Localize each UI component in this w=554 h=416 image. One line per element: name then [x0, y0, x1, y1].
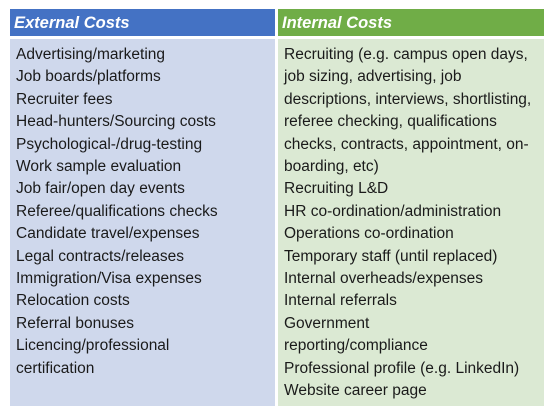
- header-gap: [278, 36, 544, 39]
- list-item: Recruiter fees: [16, 90, 113, 108]
- internal-costs-list: Recruiting (e.g. campus open days, job s…: [278, 39, 544, 406]
- list-item: Candidate travel/expenses: [16, 225, 200, 243]
- list-item: Licencing/professional certification: [16, 337, 170, 377]
- list-item: Immigration/Visa expenses: [16, 270, 202, 288]
- list-item: Website career page: [284, 382, 427, 400]
- list-item: Recruiting (e.g. campus open days, job s…: [284, 46, 532, 176]
- list-item: Legal contracts/releases: [16, 247, 185, 265]
- list-item: Psychological-/drug-testing: [16, 135, 203, 153]
- list-item: Operations co-ordination: [284, 225, 454, 243]
- external-costs-column: External Costs Advertising/marketing Job…: [10, 9, 275, 406]
- list-item: Job fair/open day events: [16, 180, 185, 198]
- list-item: Referral bonuses: [16, 314, 135, 332]
- list-item: Internal referrals: [284, 292, 397, 310]
- column-divider: [275, 9, 278, 406]
- internal-costs-column: Internal Costs Recruiting (e.g. campus o…: [278, 9, 544, 406]
- list-item: Advertising/marketing: [16, 46, 166, 63]
- external-costs-header: External Costs: [10, 9, 275, 36]
- list-item: Government reporting/compliance: [284, 314, 428, 355]
- list-item: Job boards/platforms: [16, 68, 161, 86]
- external-costs-list: Advertising/marketing Job boards/platfor…: [10, 39, 275, 406]
- list-item: Professional profile (e.g. LinkedIn): [284, 359, 520, 377]
- list-item: Head-hunters/Sourcing costs: [16, 113, 216, 131]
- list-item: Referee/qualifications checks: [16, 202, 218, 220]
- list-item: Relocation costs: [16, 292, 130, 310]
- list-item: Internal overheads/expenses: [284, 270, 484, 288]
- header-gap: [10, 36, 275, 39]
- list-item: Work sample evaluation: [16, 158, 182, 176]
- list-item: Recruiting L&D: [284, 180, 389, 198]
- list-item: HR co-ordination/administration: [284, 202, 502, 220]
- list-item: Temporary staff (until replaced): [284, 247, 498, 265]
- internal-costs-header: Internal Costs: [278, 9, 544, 36]
